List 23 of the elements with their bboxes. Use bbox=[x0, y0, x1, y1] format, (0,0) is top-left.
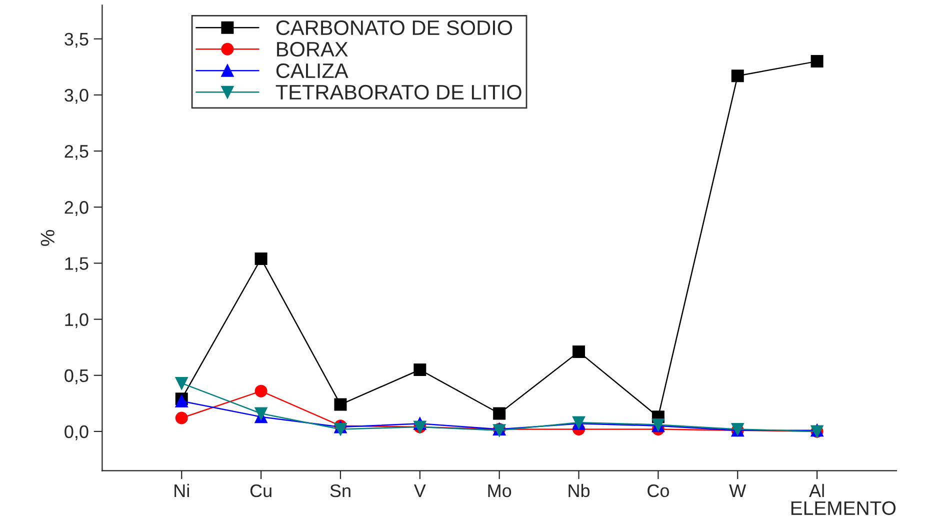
x-tick-label: Ni bbox=[174, 484, 189, 497]
x-axis-title: ELEMENTO bbox=[791, 501, 896, 516]
y-tick-label: 3,5 bbox=[64, 32, 88, 48]
x-tick-label: Mo bbox=[488, 484, 512, 498]
legend-label: CALIZA bbox=[276, 63, 348, 78]
legend-label: CARBONATO DE SODIO bbox=[276, 20, 512, 36]
x-tick-label: Sn bbox=[330, 484, 350, 498]
y-tick-label: 0,5 bbox=[64, 369, 88, 384]
y-tick-label: 0,0 bbox=[64, 425, 88, 440]
y-tick-label: 3,0 bbox=[64, 88, 88, 104]
y-tick-label: 2,0 bbox=[64, 201, 88, 216]
x-tick-label: Nb bbox=[568, 484, 590, 498]
y-tick-label: 2,5 bbox=[64, 144, 88, 160]
x-tick-label: Co bbox=[648, 484, 669, 498]
legend-label: TETRABORATO DE LITIO bbox=[276, 84, 522, 100]
x-tick-label: W bbox=[729, 484, 746, 497]
y-axis-title: % bbox=[40, 230, 54, 246]
x-tick-label: Al bbox=[809, 484, 824, 497]
x-tick-label: Cu bbox=[250, 484, 272, 498]
legend-label: BORAX bbox=[277, 42, 348, 57]
x-tick-label: V bbox=[414, 484, 426, 497]
y-tick-label: 1,5 bbox=[65, 257, 88, 272]
y-tick-label: 1,0 bbox=[65, 313, 88, 328]
